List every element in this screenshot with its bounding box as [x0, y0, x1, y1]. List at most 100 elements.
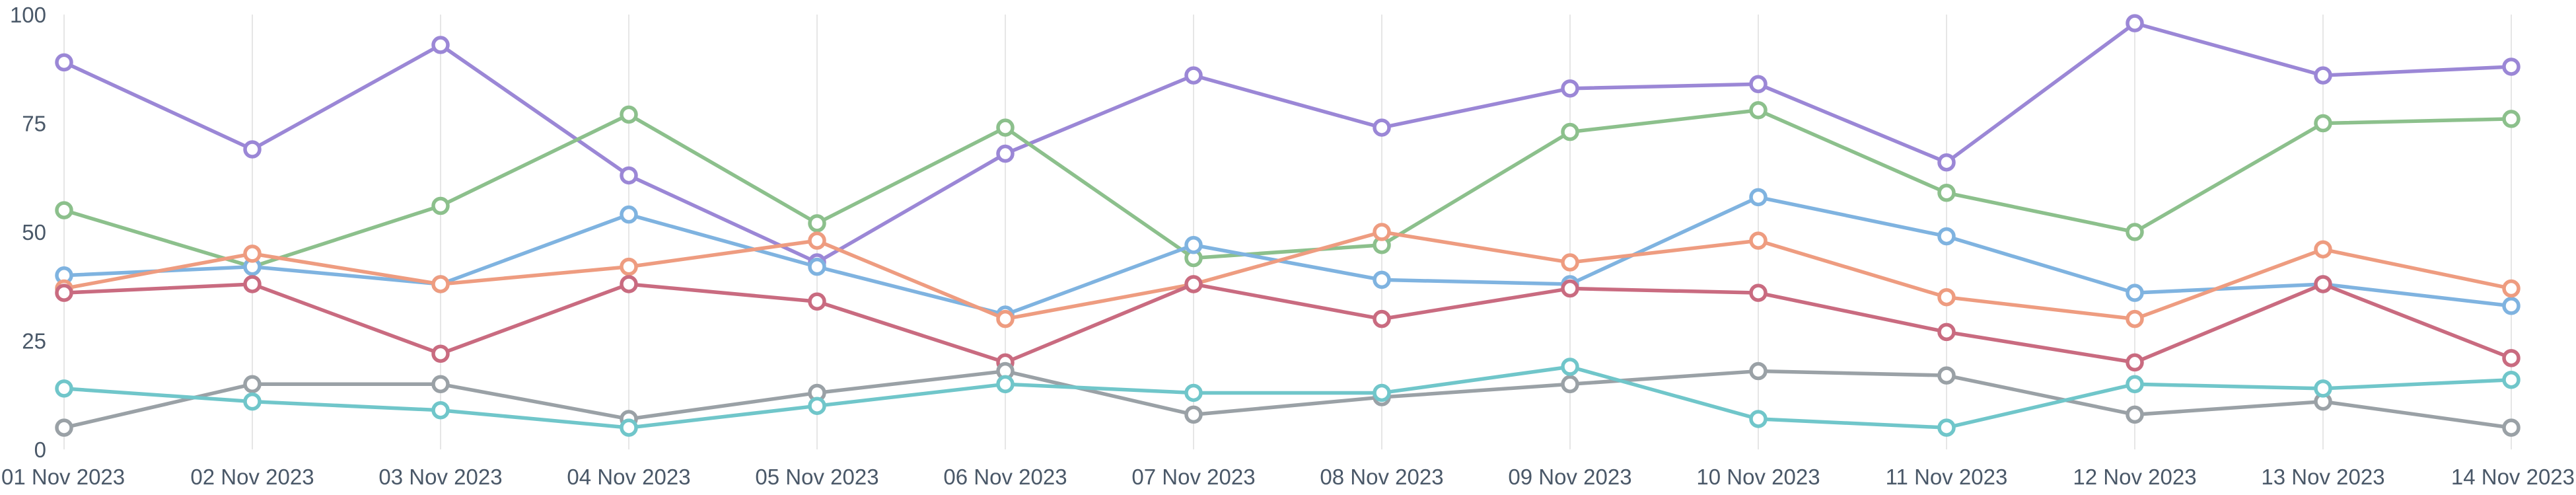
- data-point: [2314, 240, 2332, 259]
- data-point: [1373, 223, 1391, 241]
- data-point: [1373, 270, 1391, 289]
- data-point: [2126, 353, 2144, 372]
- data-point: [1561, 253, 1579, 272]
- data-point: [55, 53, 73, 72]
- x-tick-label: 10 Nov 2023: [1696, 465, 1820, 489]
- data-point: [1184, 405, 1203, 424]
- data-point: [1749, 284, 1768, 302]
- x-tick-label: 12 Nov 2023: [2073, 465, 2196, 489]
- x-tick-label: 13 Nov 2023: [2261, 465, 2384, 489]
- data-point: [1561, 79, 1579, 98]
- data-point: [243, 275, 262, 293]
- series-4: [55, 223, 2521, 328]
- data-point: [1937, 418, 1956, 437]
- data-point: [996, 375, 1015, 394]
- data-point: [808, 292, 826, 311]
- y-axis: 0 25 50 75 100: [10, 3, 46, 462]
- data-point: [808, 257, 826, 276]
- x-tick-label: 05 Nov 2023: [755, 465, 878, 489]
- y-tick-label: 100: [10, 3, 46, 27]
- data-point: [2314, 114, 2332, 133]
- series-line: [62, 369, 2513, 430]
- data-point: [2126, 223, 2144, 241]
- series-line: [62, 282, 2513, 365]
- data-point: [1937, 153, 1956, 172]
- series-line: [62, 195, 2513, 317]
- data-point: [2314, 275, 2332, 293]
- data-point: [2502, 57, 2521, 76]
- y-tick-label: 75: [22, 112, 46, 136]
- x-tick-label: 01 Nov 2023: [1, 465, 125, 489]
- series-line: [62, 108, 2513, 269]
- data-point: [431, 36, 450, 54]
- x-tick-label: 07 Nov 2023: [1131, 465, 1255, 489]
- data-point: [2314, 379, 2332, 398]
- data-point: [2502, 349, 2521, 367]
- x-tick-label: 03 Nov 2023: [378, 465, 502, 489]
- data-point: [996, 144, 1015, 163]
- data-point: [808, 231, 826, 250]
- x-tick-label: 08 Nov 2023: [1320, 465, 1443, 489]
- series-line: [62, 365, 2513, 430]
- data-point: [1937, 227, 1956, 246]
- data-point: [243, 140, 262, 159]
- data-point: [1937, 287, 1956, 307]
- data-point: [620, 205, 638, 224]
- data-point: [431, 344, 450, 363]
- data-point: [1184, 66, 1203, 85]
- data-point: [2126, 375, 2144, 394]
- data-point: [55, 201, 73, 219]
- data-point: [55, 284, 73, 302]
- data-point: [55, 418, 73, 437]
- data-point: [55, 379, 73, 398]
- data-point: [620, 166, 638, 185]
- data-point: [620, 105, 638, 124]
- data-point: [2126, 284, 2144, 302]
- data-point: [1749, 362, 1768, 381]
- data-point: [2126, 405, 2144, 424]
- data-point: [1749, 410, 1768, 428]
- data-point: [1937, 366, 1956, 385]
- data-point: [1749, 188, 1768, 207]
- x-tick-label: 06 Nov 2023: [943, 465, 1067, 489]
- series-2: [55, 101, 2521, 276]
- data-point: [1184, 275, 1203, 293]
- data-point: [996, 309, 1015, 328]
- data-point: [2502, 418, 2521, 437]
- data-point: [243, 375, 262, 394]
- data-point: [1561, 279, 1579, 298]
- data-point: [1373, 118, 1391, 137]
- data-point: [1749, 101, 1768, 120]
- data-point: [996, 118, 1015, 137]
- series-3: [55, 188, 2521, 324]
- data-point: [431, 401, 450, 420]
- data-point: [431, 375, 450, 394]
- data-point: [620, 257, 638, 276]
- data-point: [1561, 122, 1579, 141]
- data-point: [2502, 370, 2521, 389]
- data-point: [620, 418, 638, 437]
- data-point: [620, 275, 638, 293]
- data-point: [2314, 66, 2332, 85]
- series-line: [62, 230, 2513, 321]
- data-point: [1937, 323, 1956, 342]
- data-point: [1937, 184, 1956, 202]
- data-point: [1749, 75, 1768, 94]
- x-tick-label: 11 Nov 2023: [1886, 465, 2008, 489]
- data-point: [1184, 235, 1203, 254]
- series-layer: [55, 14, 2521, 437]
- x-tick-label: 09 Nov 2023: [1508, 465, 1631, 489]
- y-tick-label: 25: [22, 329, 46, 354]
- y-tick-label: 50: [22, 220, 46, 245]
- series-line: [62, 21, 2513, 264]
- data-point: [243, 245, 262, 263]
- data-point: [1373, 309, 1391, 328]
- y-tick-label: 0: [34, 438, 46, 462]
- data-point: [1561, 358, 1579, 376]
- series-7: [55, 358, 2521, 437]
- data-point: [2126, 309, 2144, 328]
- series-1: [55, 14, 2521, 272]
- data-point: [431, 275, 450, 293]
